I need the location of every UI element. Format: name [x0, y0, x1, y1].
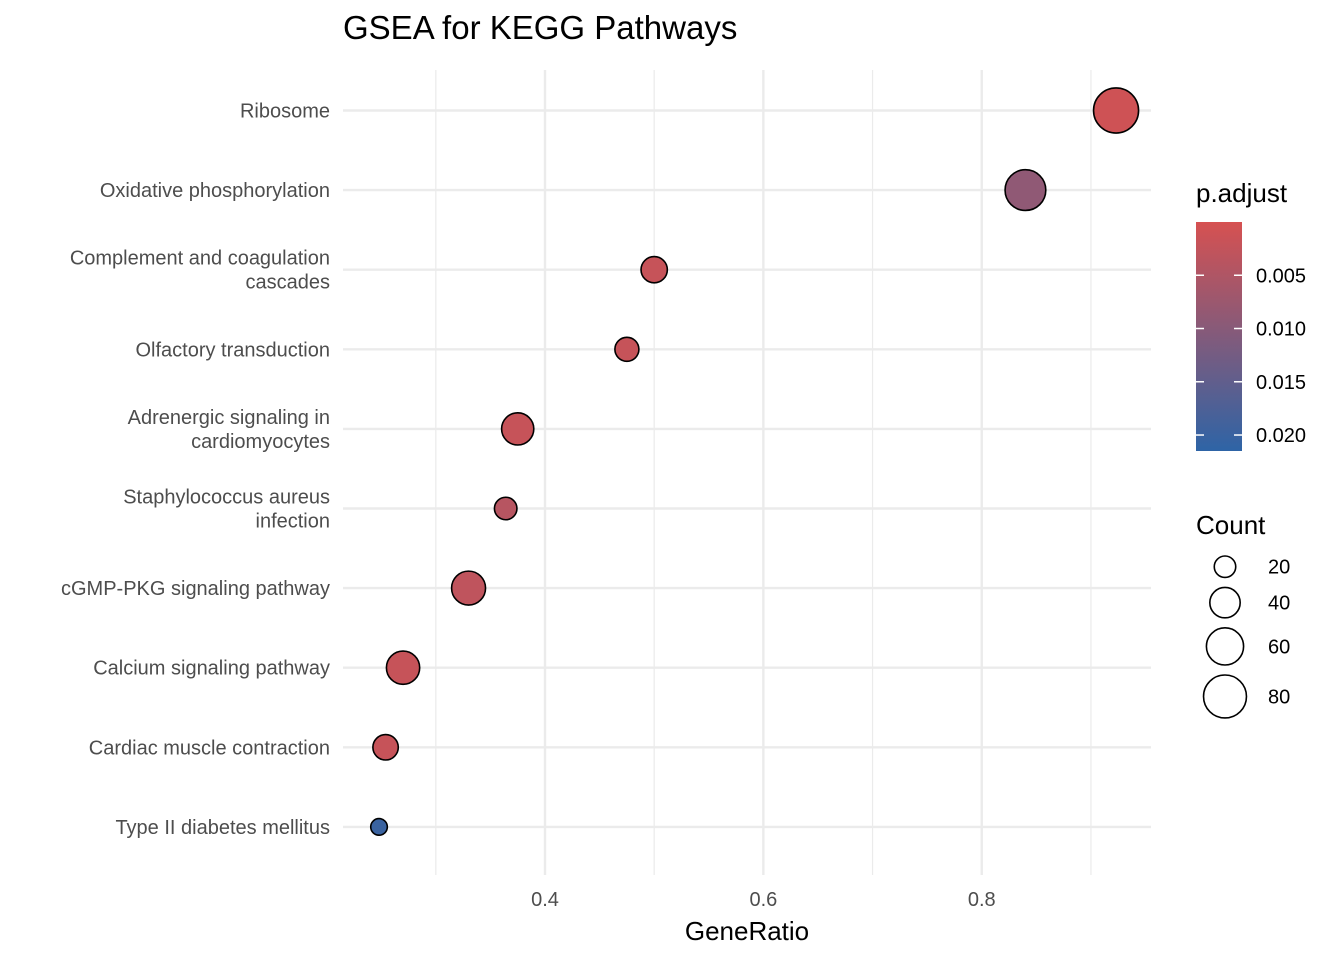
- y-category-label: Adrenergic signaling in cardiomyocytes: [128, 407, 330, 453]
- size-legend-keys: 20 40 60 80: [1202, 555, 1290, 719]
- data-point: [1092, 87, 1140, 134]
- data-point: [450, 570, 487, 606]
- data-point: [369, 817, 389, 837]
- color-legend-ticks: 0.005 0.010 0.015 0.020: [1196, 265, 1306, 447]
- y-category-label: cGMP-PKG signaling pathway: [61, 578, 330, 600]
- data-point: [640, 255, 669, 284]
- color-legend-title: p.adjust: [1196, 178, 1288, 208]
- y-category-label: Calcium signaling pathway: [93, 658, 330, 680]
- size-legend-label: 20: [1268, 557, 1290, 579]
- y-category-label: Ribosome: [240, 101, 330, 123]
- size-legend-label: 80: [1268, 686, 1290, 708]
- data-point: [385, 650, 421, 686]
- x-tick-label: 0.8: [968, 889, 996, 911]
- color-legend-bar: [1196, 222, 1242, 451]
- x-axis-title: GeneRatio: [685, 916, 809, 946]
- data-point: [614, 336, 640, 363]
- size-legend-circle: [1205, 627, 1245, 666]
- size-legend-title: Count: [1196, 510, 1266, 540]
- y-category-label: Staphylococcus aureus infection: [123, 487, 330, 533]
- x-tick-label: 0.6: [749, 889, 777, 911]
- y-category-label: Oxidative phosphorylation: [100, 180, 330, 202]
- size-legend: Count 20 40 60 80: [1196, 510, 1290, 719]
- data-points: [369, 87, 1140, 837]
- data-point: [372, 733, 400, 761]
- color-tick-label: 0.020: [1256, 425, 1306, 447]
- y-category-label: Complement and coagulation cascades: [70, 248, 330, 294]
- size-legend-label: 40: [1268, 593, 1290, 615]
- minor-gridlines: [435, 70, 1092, 875]
- color-tick-label: 0.005: [1256, 265, 1306, 287]
- x-tick-label: 0.4: [531, 889, 559, 911]
- size-legend-circle: [1202, 674, 1248, 719]
- y-category-label: Type II diabetes mellitus: [115, 817, 330, 839]
- chart-title: GSEA for KEGG Pathways: [343, 9, 737, 46]
- data-point: [1004, 168, 1047, 212]
- color-legend: p.adjust 0.005 0.010 0.015 0.020: [1196, 178, 1306, 451]
- size-legend-circle: [1209, 586, 1241, 619]
- x-axis-ticks: 0.4 0.6 0.8: [531, 889, 996, 911]
- size-legend-circle: [1213, 555, 1237, 579]
- y-category-label: Cardiac muscle contraction: [89, 737, 330, 759]
- data-point: [493, 496, 518, 521]
- y-category-label: Olfactory transduction: [135, 339, 330, 361]
- major-gridlines: [343, 70, 1151, 875]
- color-tick-label: 0.010: [1256, 319, 1306, 341]
- color-tick-label: 0.015: [1256, 372, 1306, 394]
- y-axis-labels: Ribosome Oxidative phosphorylation Complem…: [61, 101, 330, 839]
- size-legend-label: 60: [1268, 636, 1290, 658]
- data-point: [500, 412, 535, 446]
